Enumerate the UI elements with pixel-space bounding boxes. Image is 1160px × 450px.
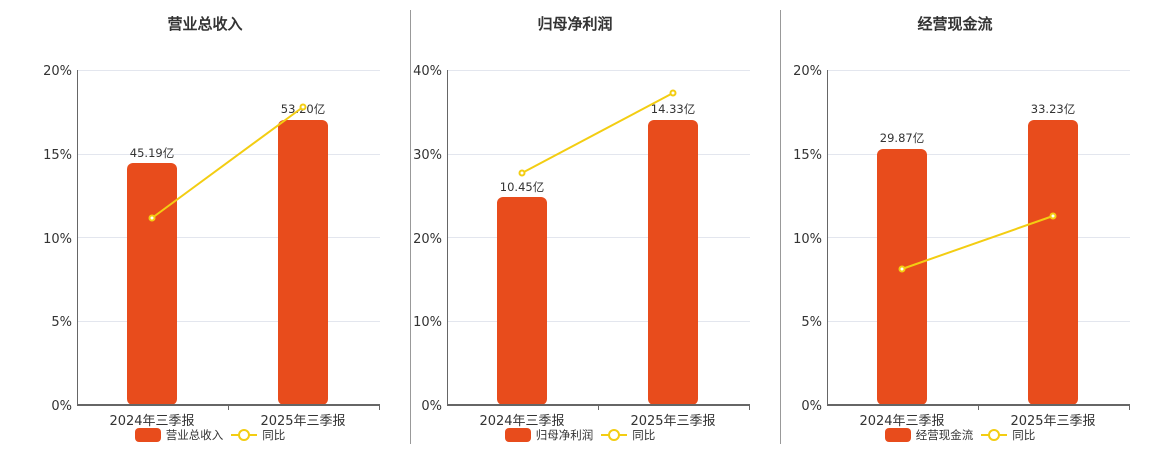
chart-plot: 0% 5% 10% 15% 20% 29.87亿 33.23亿 2024年三季报…: [793, 64, 1130, 429]
chart-panel-net-profit: 归母净利润 0% 10% 20% 30% 40% 10.45亿 14.33亿 2…: [370, 0, 780, 450]
legend: 经营现金流 同比: [750, 427, 1160, 443]
svg-text:15%: 15%: [43, 148, 72, 163]
gridlines: [827, 70, 1130, 322]
svg-text:5%: 5%: [801, 315, 822, 330]
chart-panel-cash-flow: 经营现金流 0% 5% 10% 15% 20% 29.87亿 33.23亿 20…: [750, 0, 1160, 450]
bar-2025[interactable]: [278, 120, 328, 405]
legend-line-label[interactable]: 同比: [632, 428, 656, 442]
x-axis-label: 2025年三季报: [1010, 414, 1095, 429]
chart-panel-revenue: 营业总收入 0% 5% 10% 15% 20% 45.19亿 53.20亿 20…: [0, 0, 410, 450]
svg-text:20%: 20%: [793, 64, 822, 79]
svg-text:10%: 10%: [43, 232, 72, 247]
chart-title: 归母净利润: [537, 15, 613, 33]
legend-bar-swatch[interactable]: [134, 428, 161, 442]
panel-divider: [780, 10, 781, 444]
x-axis-label: 2024年三季报: [479, 414, 564, 429]
bar-value-label: 45.19亿: [130, 146, 174, 160]
legend-line-swatch[interactable]: [981, 428, 1008, 442]
svg-text:40%: 40%: [413, 64, 442, 79]
yoy-line: [521, 92, 674, 174]
svg-text:30%: 30%: [413, 148, 442, 163]
panel-divider: [410, 10, 411, 444]
x-axis-label: 2024年三季报: [109, 414, 194, 429]
yoy-point[interactable]: [898, 265, 906, 273]
legend: 归母净利润 同比: [370, 427, 780, 443]
svg-text:10%: 10%: [413, 315, 442, 330]
chart-title: 经营现金流: [917, 15, 993, 33]
bar-2024[interactable]: [127, 163, 177, 405]
bar-value-label: 29.87亿: [880, 131, 924, 145]
bar-value-label: 10.45亿: [500, 180, 544, 194]
svg-text:10%: 10%: [793, 232, 822, 247]
svg-text:15%: 15%: [793, 148, 822, 163]
bar-2024[interactable]: [497, 197, 547, 405]
legend-line-label[interactable]: 同比: [1012, 428, 1036, 442]
yoy-point[interactable]: [1049, 212, 1057, 220]
legend-line-label[interactable]: 同比: [262, 428, 286, 442]
chart-title: 营业总收入: [167, 15, 243, 33]
legend-bar-label[interactable]: 经营现金流: [915, 428, 974, 442]
svg-text:0%: 0%: [801, 399, 822, 414]
gridlines: [447, 70, 750, 322]
legend: 营业总收入 同比: [0, 427, 410, 443]
chart-plot: 0% 10% 20% 30% 40% 10.45亿 14.33亿 2024年三季…: [413, 64, 750, 429]
bar-2025[interactable]: [1028, 120, 1078, 405]
legend-bar-label[interactable]: 归母净利润: [535, 428, 594, 442]
legend-bar-swatch[interactable]: [884, 428, 911, 442]
y-axis-labels: 0% 5% 10% 15% 20%: [793, 64, 822, 414]
svg-text:0%: 0%: [51, 399, 72, 414]
legend-line-swatch[interactable]: [231, 428, 258, 442]
x-axis-label: 2025年三季报: [630, 414, 715, 429]
svg-text:5%: 5%: [51, 315, 72, 330]
yoy-point[interactable]: [518, 169, 526, 177]
yoy-point[interactable]: [148, 214, 156, 222]
y-axis-labels: 0% 10% 20% 30% 40%: [413, 64, 442, 414]
yoy-line: [151, 106, 304, 219]
yoy-point[interactable]: [299, 103, 307, 111]
bar-value-label: 14.33亿: [651, 102, 695, 116]
y-axis-labels: 0% 5% 10% 15% 20%: [43, 64, 72, 414]
x-axis-label: 2025年三季报: [260, 414, 345, 429]
gridlines: [77, 70, 380, 322]
bar-2025[interactable]: [648, 120, 698, 405]
yoy-line: [901, 215, 1054, 270]
yoy-point[interactable]: [669, 89, 677, 97]
legend-bar-swatch[interactable]: [504, 428, 531, 442]
svg-text:0%: 0%: [421, 399, 442, 414]
svg-text:20%: 20%: [43, 64, 72, 79]
bar-value-label: 33.23亿: [1031, 102, 1075, 116]
chart-plot: 0% 5% 10% 15% 20% 45.19亿 53.20亿 2024年三季报…: [43, 64, 380, 429]
legend-line-swatch[interactable]: [601, 428, 628, 442]
svg-text:20%: 20%: [413, 232, 442, 247]
x-axis-label: 2024年三季报: [859, 414, 944, 429]
legend-bar-label[interactable]: 营业总收入: [165, 428, 224, 442]
bar-2024[interactable]: [877, 149, 927, 405]
